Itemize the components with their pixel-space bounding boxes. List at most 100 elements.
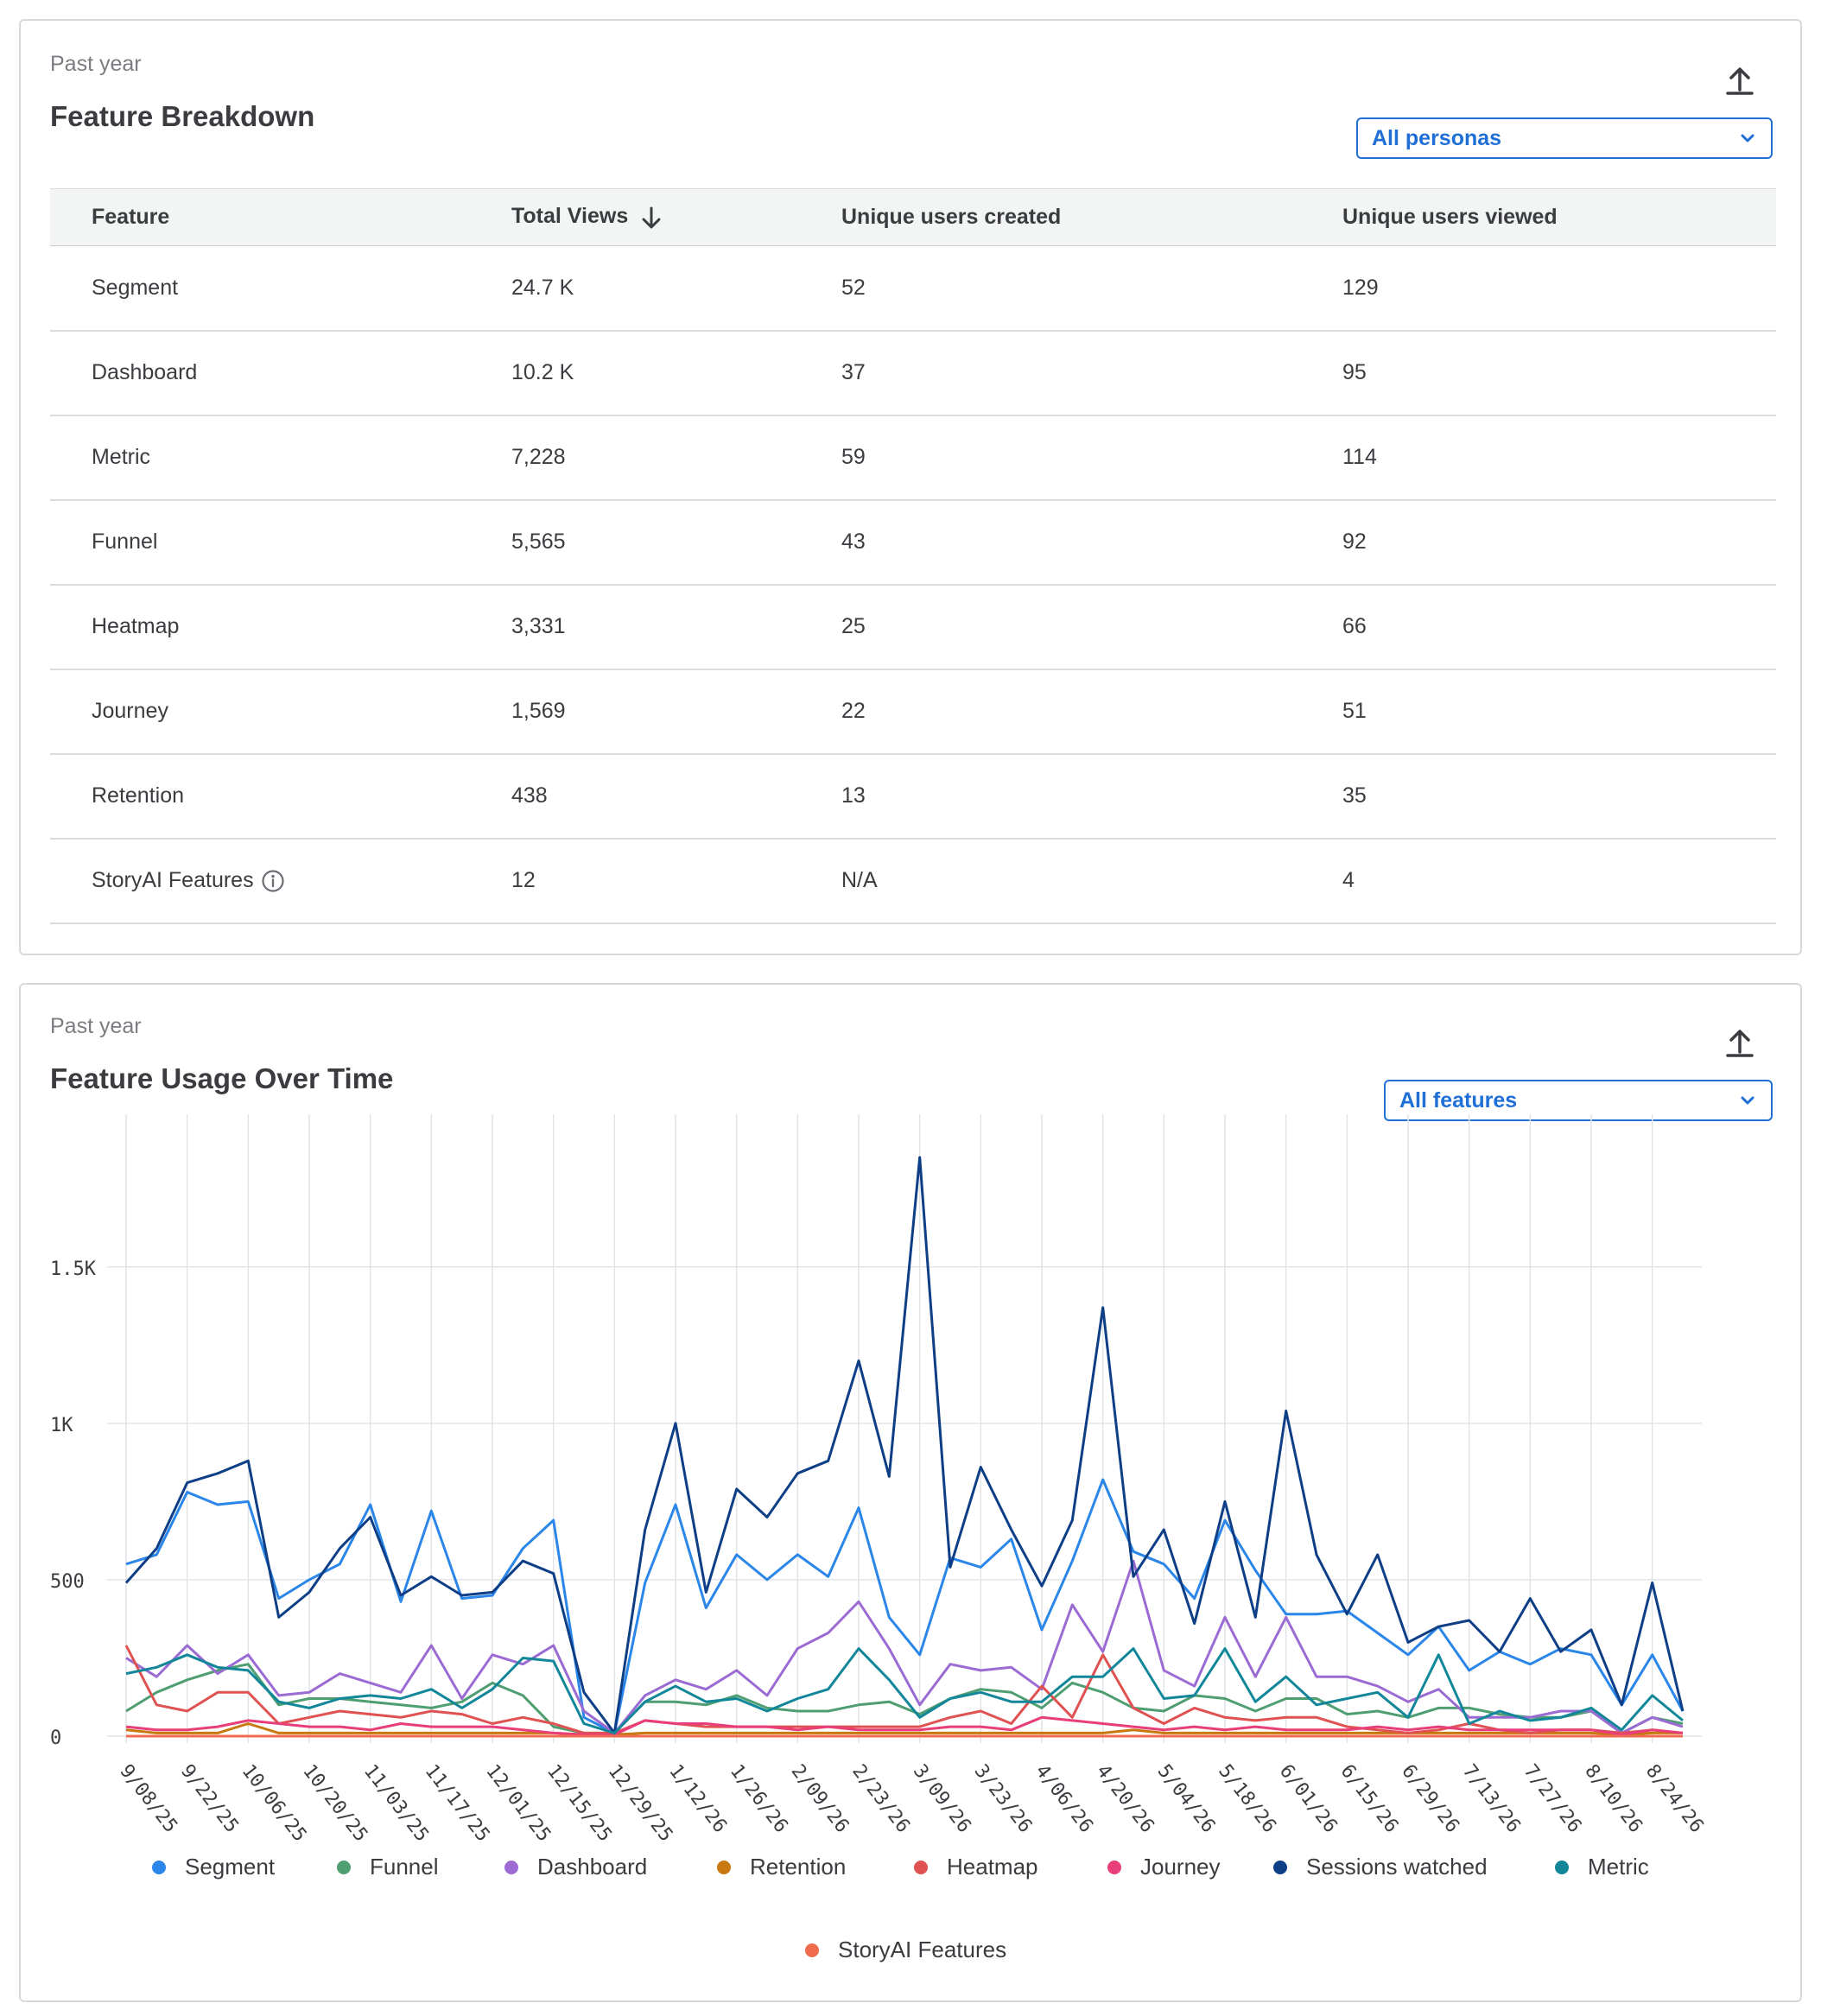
breakdown-export-button[interactable]	[1721, 60, 1759, 98]
legend-item-journey[interactable]: Journey	[1107, 1854, 1221, 1880]
cell-total-views: 438	[470, 753, 800, 840]
x-tick-label: 1/12/26	[664, 1760, 731, 1836]
legend-item-metric[interactable]: Metric	[1555, 1854, 1649, 1880]
cell-feature: Metric	[50, 415, 470, 501]
legend-item-funnel[interactable]: Funnel	[337, 1854, 439, 1880]
legend-dot	[152, 1860, 166, 1874]
legend-dot	[1273, 1860, 1287, 1874]
cell-total-views: 24.7 K	[470, 245, 800, 332]
cell-total-views: 1,569	[470, 669, 800, 755]
breakdown-period: Past year	[50, 52, 142, 76]
column-header-total-views[interactable]: Total Views	[470, 188, 800, 246]
legend-item-heatmap[interactable]: Heatmap	[914, 1854, 1038, 1880]
chevron-down-icon	[1741, 1096, 1754, 1105]
table-row: Segment 24.7 K 52 129	[50, 245, 1776, 332]
series-line-retention	[125, 1722, 1683, 1736]
breakdown-title: Feature Breakdown	[50, 100, 315, 132]
legend-item-dashboard[interactable]: Dashboard	[504, 1854, 647, 1880]
legend-dot	[337, 1860, 351, 1874]
cell-feature: Retention	[50, 753, 470, 840]
table-header-row: Feature Total Views Unique users created…	[50, 188, 1776, 246]
series-line-segment	[125, 1478, 1685, 1734]
legend-dot	[914, 1860, 928, 1874]
legend-dot	[717, 1860, 731, 1874]
cell-users-created: N/A	[800, 838, 1301, 924]
cell-users-viewed: 95	[1301, 330, 1776, 416]
cell-users-created: 37	[800, 330, 1301, 416]
y-tick-label: 500	[50, 1571, 85, 1593]
x-tick-label: 3/09/26	[909, 1760, 975, 1836]
feature-breakdown-table: Feature Total Views Unique users created…	[50, 188, 1776, 924]
table-row: Retention 438 13 35	[50, 753, 1776, 840]
cell-feature: Journey	[50, 669, 470, 755]
x-tick-label: 8/10/26	[1580, 1760, 1647, 1836]
x-tick-label: 7/27/26	[1520, 1760, 1586, 1836]
legend-dot	[504, 1860, 518, 1874]
usage-title: Feature Usage Over Time	[50, 1062, 394, 1094]
cell-users-viewed: 129	[1301, 245, 1776, 332]
legend-item-retention[interactable]: Retention	[717, 1854, 846, 1880]
series-line-metric	[125, 1647, 1684, 1734]
legend-item-sessions-watched[interactable]: Sessions watched	[1273, 1854, 1488, 1880]
x-tick-label: 5/18/26	[1214, 1760, 1280, 1836]
x-tick-label: 6/01/26	[1275, 1760, 1342, 1836]
upload-icon	[1726, 1030, 1754, 1057]
cell-total-views: 7,228	[470, 415, 800, 501]
feature-select-value: All features	[1399, 1087, 1518, 1113]
table-row: Journey 1,569 22 51	[50, 669, 1776, 755]
x-tick-label: 6/15/26	[1336, 1760, 1403, 1836]
column-header-users-created[interactable]: Unique users created	[800, 188, 1301, 246]
feature-select[interactable]: All features	[1384, 1080, 1773, 1121]
x-tick-label: 8/24/26	[1641, 1760, 1708, 1836]
cell-users-created: 25	[800, 584, 1301, 670]
cell-feature: StoryAI Features	[50, 838, 470, 924]
column-header-users-viewed[interactable]: Unique users viewed	[1301, 188, 1776, 246]
cell-users-created: 22	[800, 669, 1301, 755]
x-tick-label: 2/23/26	[847, 1760, 914, 1836]
info-icon[interactable]	[261, 869, 285, 893]
cell-users-viewed: 51	[1301, 669, 1776, 755]
persona-select-value: All personas	[1372, 125, 1502, 150]
legend-item-segment[interactable]: Segment	[152, 1854, 275, 1880]
x-tick-label: 9/22/25	[176, 1760, 243, 1836]
legend-label: Heatmap	[947, 1854, 1038, 1880]
legend-label: Funnel	[370, 1854, 439, 1880]
cell-users-created: 59	[800, 415, 1301, 501]
x-tick-label: 4/20/26	[1092, 1760, 1158, 1836]
chevron-down-icon	[1741, 134, 1754, 143]
legend-dot	[805, 1943, 819, 1957]
table-row: StoryAI Features 12 N/A 4	[50, 838, 1776, 924]
table-row: Metric 7,228 59 114	[50, 415, 1776, 501]
table-row: Dashboard 10.2 K 37 95	[50, 330, 1776, 416]
x-tick-label: 3/23/26	[970, 1760, 1037, 1836]
column-header-feature[interactable]: Feature	[50, 188, 470, 246]
table-row: Funnel 5,565 43 92	[50, 499, 1776, 586]
feature-usage-card: Past year Feature Usage Over Time All fe…	[19, 983, 1802, 2002]
cell-users-created: 43	[800, 499, 1301, 586]
cell-users-viewed: 66	[1301, 584, 1776, 670]
persona-select[interactable]: All personas	[1356, 117, 1773, 159]
legend-label: Retention	[750, 1854, 847, 1880]
cell-total-views: 10.2 K	[470, 330, 800, 416]
legend-label: Segment	[185, 1854, 276, 1880]
cell-feature: Heatmap	[50, 584, 470, 670]
legend-label: StoryAI Features	[838, 1937, 1007, 1962]
usage-period: Past year	[50, 1014, 142, 1038]
feature-usage-line-chart: 05001K1.5K9/08/259/22/2510/06/2510/20/25…	[50, 1114, 1708, 1846]
legend-label: Sessions watched	[1306, 1854, 1488, 1880]
legend-dot	[1107, 1860, 1121, 1874]
cell-users-viewed: 114	[1301, 415, 1776, 501]
legend-label: Metric	[1588, 1854, 1649, 1880]
x-tick-label: 5/04/26	[1153, 1760, 1220, 1836]
legend-item-storyai-features[interactable]: StoryAI Features	[805, 1937, 1006, 1963]
cell-users-created: 52	[800, 245, 1301, 332]
y-tick-label: 0	[50, 1728, 61, 1749]
series-line-dashboard	[125, 1559, 1684, 1734]
upload-icon	[1726, 67, 1754, 95]
cell-users-viewed: 4	[1301, 838, 1776, 924]
cell-total-views: 12	[470, 838, 800, 924]
x-tick-label: 6/29/26	[1397, 1760, 1463, 1836]
usage-export-button[interactable]	[1721, 1023, 1759, 1061]
x-tick-label: 1/26/26	[726, 1760, 792, 1836]
series-line-funnel	[125, 1663, 1684, 1734]
